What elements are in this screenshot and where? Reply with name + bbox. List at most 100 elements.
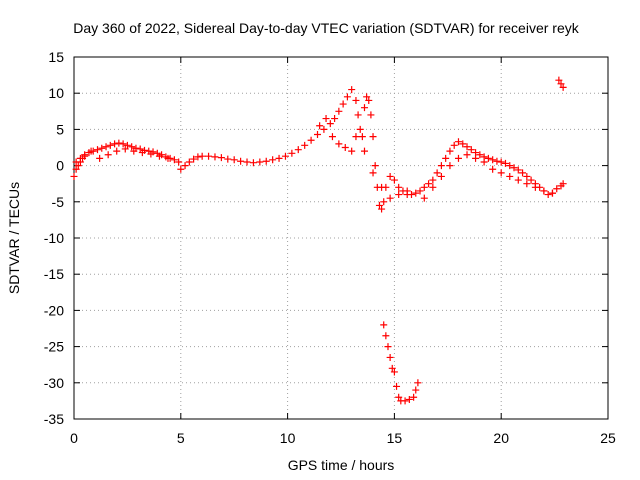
x-tick-label: 5 xyxy=(177,430,185,446)
data-point xyxy=(506,162,514,170)
data-point xyxy=(519,169,527,177)
data-point xyxy=(514,166,522,174)
data-point xyxy=(437,172,445,180)
data-point xyxy=(429,176,437,184)
data-point xyxy=(540,187,548,195)
data-point xyxy=(446,162,454,170)
data-point xyxy=(510,164,518,172)
data-point xyxy=(420,183,428,191)
data-point xyxy=(352,133,360,141)
data-point xyxy=(339,100,347,108)
data-point xyxy=(384,343,392,351)
data-point xyxy=(121,145,129,153)
data-point xyxy=(181,162,189,170)
x-tick-label: 15 xyxy=(387,430,403,446)
data-point xyxy=(96,154,104,162)
data-point xyxy=(514,176,522,184)
data-point xyxy=(420,194,428,202)
x-tick-label: 0 xyxy=(70,430,78,446)
data-point xyxy=(555,76,563,84)
data-point xyxy=(405,395,413,403)
data-point xyxy=(390,368,398,376)
data-point xyxy=(198,152,206,160)
data-point xyxy=(314,130,322,138)
data-point xyxy=(175,158,183,166)
data-point xyxy=(559,180,567,188)
y-tick-label: 10 xyxy=(48,85,64,101)
data-point xyxy=(106,141,114,149)
data-point xyxy=(369,169,377,177)
data-point xyxy=(130,147,138,155)
data-point xyxy=(446,147,454,155)
data-point xyxy=(437,162,445,170)
data-point xyxy=(382,332,390,340)
data-point xyxy=(194,153,202,161)
data-point xyxy=(249,159,257,167)
data-point xyxy=(301,141,309,149)
data-point xyxy=(506,172,514,180)
data-point xyxy=(348,147,356,155)
data-point xyxy=(489,156,497,164)
data-point xyxy=(328,133,336,141)
data-point xyxy=(237,157,245,165)
data-point xyxy=(113,147,121,155)
data-point xyxy=(557,80,565,88)
data-point xyxy=(111,140,119,148)
y-tick-label: -25 xyxy=(44,339,64,355)
data-point xyxy=(429,183,437,191)
data-point xyxy=(320,125,328,133)
data-point xyxy=(269,156,277,164)
data-point xyxy=(98,144,106,152)
data-point xyxy=(177,165,185,173)
data-point xyxy=(386,194,394,202)
data-point xyxy=(369,133,377,141)
data-point xyxy=(275,154,283,162)
data-point xyxy=(527,176,535,184)
data-point xyxy=(341,144,349,151)
data-point xyxy=(262,157,270,165)
data-points xyxy=(70,76,567,405)
data-point xyxy=(544,191,552,199)
data-point xyxy=(356,125,364,133)
data-point xyxy=(119,140,127,148)
data-point xyxy=(393,382,401,390)
y-tick-label: 0 xyxy=(56,158,64,174)
y-tick-label: -5 xyxy=(52,194,65,210)
data-point xyxy=(553,185,561,193)
data-point xyxy=(472,154,480,162)
data-point xyxy=(442,154,450,162)
data-point xyxy=(123,141,131,149)
data-point xyxy=(281,152,289,160)
data-point xyxy=(459,140,467,148)
data-point xyxy=(433,169,441,177)
data-point xyxy=(476,151,484,159)
data-point xyxy=(307,136,315,144)
data-point xyxy=(403,187,411,195)
y-tick-label: 15 xyxy=(48,49,64,65)
data-point xyxy=(467,146,475,154)
data-point xyxy=(74,162,82,170)
data-point xyxy=(316,122,324,130)
data-point xyxy=(412,189,420,197)
data-point xyxy=(72,158,80,166)
data-point xyxy=(407,191,415,199)
data-point xyxy=(380,198,388,206)
grid xyxy=(74,57,608,419)
data-point xyxy=(493,157,501,165)
data-point xyxy=(360,104,368,112)
data-point xyxy=(104,151,112,159)
x-tick-label: 10 xyxy=(280,430,296,446)
data-point xyxy=(147,150,155,158)
data-point xyxy=(523,180,531,188)
data-point xyxy=(371,162,379,170)
data-point xyxy=(354,111,362,119)
data-point xyxy=(548,189,556,197)
y-tick-label: 5 xyxy=(56,121,64,137)
data-point xyxy=(170,156,178,164)
data-point xyxy=(501,159,509,167)
data-point xyxy=(211,153,219,161)
data-point xyxy=(454,138,462,146)
data-point xyxy=(76,154,84,162)
